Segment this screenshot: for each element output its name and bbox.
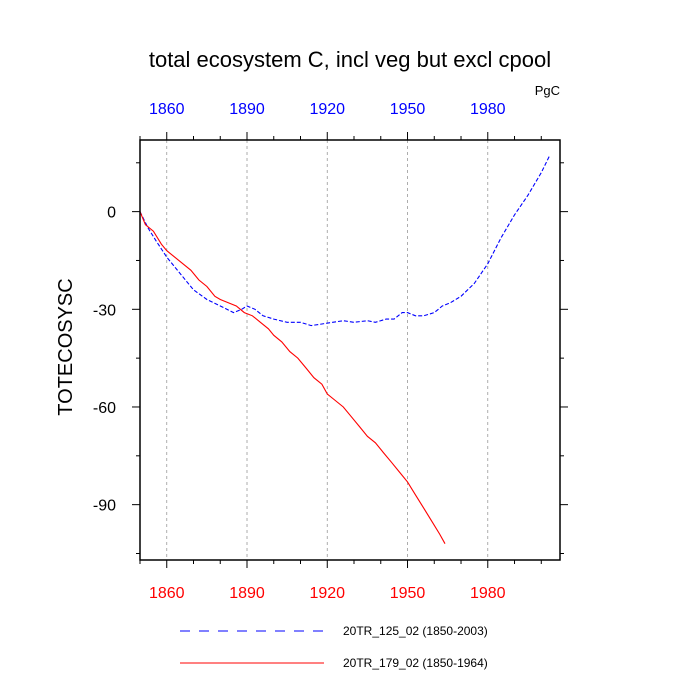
x-tick-label-top: 1860 — [149, 101, 185, 118]
y-tick-label: -30 — [93, 302, 116, 319]
chart-title: total ecosystem C, incl veg but excl cpo… — [149, 47, 551, 72]
x-tick-label-bottom: 1860 — [149, 585, 185, 602]
x-tick-label-bottom: 1980 — [470, 585, 506, 602]
x-tick-label-top: 1890 — [229, 101, 265, 118]
y-tick-label: -90 — [93, 498, 116, 515]
x-tick-label-top: 1950 — [390, 101, 426, 118]
y-tick-label: -60 — [93, 400, 116, 417]
axis-ticks — [132, 132, 568, 568]
x-tick-label-top: 1920 — [309, 101, 345, 118]
axis-tick-labels: 1860 1860 1890 1890 1920 1920 1950 1950 1980 1980… — [93, 101, 506, 602]
y-axis-label: TOTECOSYSC — [55, 278, 77, 415]
x-tick-label-top: 1980 — [470, 101, 506, 118]
grid-lines — [166, 140, 489, 560]
x-tick-label-bottom: 1890 — [229, 585, 265, 602]
legend-label-1: 20TR_125_02 (1850-2003) — [343, 624, 488, 638]
series-line-2 — [139, 211, 446, 544]
plot-frame — [139, 139, 561, 561]
x-tick-label-bottom: 1950 — [390, 585, 426, 602]
legend-label-2: 20TR_179_02 (1850-1964) — [343, 656, 488, 670]
x-tick-label-bottom: 1920 — [309, 585, 345, 602]
series-group — [139, 156, 550, 544]
series-line-1 — [139, 156, 550, 327]
legend: 20TR_125_02 (1850-2003) 20TR_179_02 (1850… — [180, 624, 488, 670]
y-tick-label: 0 — [107, 205, 116, 222]
units-label: PgC — [535, 83, 560, 98]
